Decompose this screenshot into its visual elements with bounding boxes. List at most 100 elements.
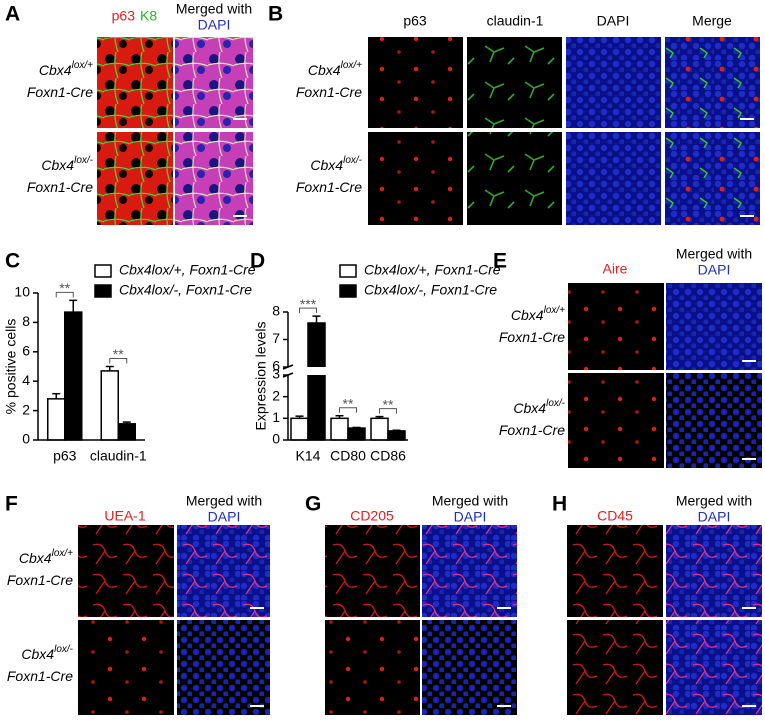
column-header: Merged with xyxy=(676,493,752,509)
micrograph xyxy=(666,620,762,715)
allele: lox/+ xyxy=(72,60,94,71)
driver: Foxn1-Cre xyxy=(27,179,93,195)
y-axis-label: Expression levels xyxy=(253,322,269,431)
significance-label: ** xyxy=(343,395,354,411)
bar xyxy=(387,430,406,441)
error-bar xyxy=(69,299,78,313)
micrograph xyxy=(666,373,762,468)
micrograph xyxy=(567,620,663,715)
column-header: Merged with xyxy=(432,493,508,509)
micrograph xyxy=(665,37,760,128)
error-bar xyxy=(52,392,61,399)
allele: lox/- xyxy=(74,155,94,166)
micrograph xyxy=(175,132,253,225)
legend-swatch xyxy=(339,284,357,298)
column-header: Merged with xyxy=(676,246,752,262)
y-tick-label: 2 xyxy=(22,401,30,417)
legend-swatch xyxy=(339,264,357,278)
micrograph xyxy=(78,525,174,617)
panel-label: A xyxy=(5,3,20,26)
gene: Cbx4 xyxy=(308,62,341,78)
micrograph xyxy=(467,37,562,128)
allele: lox/- xyxy=(54,644,74,655)
error-bar xyxy=(122,421,131,424)
y-axis-label: % positive cells xyxy=(3,319,19,415)
micrograph xyxy=(666,525,762,617)
bar xyxy=(100,370,119,441)
error-bar xyxy=(375,415,384,419)
micrograph xyxy=(177,620,270,715)
micrograph xyxy=(422,525,517,617)
allele: lox/- xyxy=(546,398,566,409)
micrograph xyxy=(566,132,661,225)
driver: Foxn1-Cre xyxy=(7,572,73,588)
column-header: Merged with xyxy=(176,1,252,17)
legend-swatch xyxy=(94,264,112,278)
y-tick-label: 6 xyxy=(22,343,30,359)
axis-break-gap xyxy=(278,367,408,375)
driver: Foxn1-Cre xyxy=(27,84,93,100)
x-tick-label: claudin-1 xyxy=(90,448,147,464)
error-bar xyxy=(312,315,321,323)
legend-label: Cbx4lox/-, Foxn1-Cre xyxy=(119,282,252,298)
x-tick-label: K14 xyxy=(296,448,321,464)
significance-bracket xyxy=(299,307,317,314)
column-header: DAPI xyxy=(208,509,241,525)
column-header: K8 xyxy=(140,8,157,24)
y-tick-label: 8 xyxy=(272,303,280,319)
column-header: UEA-1 xyxy=(104,508,145,524)
column-header: DAPI xyxy=(597,13,630,29)
micrograph xyxy=(97,132,173,225)
row-label: Cbx4lox/+ Foxn1-Cre xyxy=(296,60,362,100)
bar xyxy=(347,427,366,441)
bar xyxy=(330,417,349,441)
significance-bracket xyxy=(109,358,128,364)
micrograph xyxy=(325,620,420,715)
legend-swatch xyxy=(94,284,112,298)
panel-label: H xyxy=(552,493,567,516)
bar xyxy=(64,311,83,441)
micrograph xyxy=(422,620,517,715)
y-tick-label: 4 xyxy=(22,372,30,388)
panel-label: G xyxy=(305,493,321,516)
y-tick-label: 10 xyxy=(14,284,30,300)
column-header: claudin-1 xyxy=(487,13,544,29)
error-bar xyxy=(352,426,361,429)
column-header: DAPI xyxy=(198,17,231,33)
bar xyxy=(307,322,326,441)
y-tick-label: 1 xyxy=(272,409,280,425)
y-tick-label: 6 xyxy=(272,358,280,374)
micrograph xyxy=(666,283,762,370)
gene: Cbx4 xyxy=(513,400,546,416)
y-tick-label: 0 xyxy=(272,431,280,447)
column-header: p63 xyxy=(112,8,136,24)
bar xyxy=(370,417,389,441)
panel-label: C xyxy=(5,250,20,273)
column-header: CD205 xyxy=(350,508,394,524)
bar xyxy=(47,398,66,441)
micrograph xyxy=(665,132,760,225)
row-label: Cbx4lox/- Foxn1-Cre xyxy=(27,155,94,195)
column-header: DAPI xyxy=(698,509,731,525)
micrograph xyxy=(97,37,173,128)
bar xyxy=(117,423,136,441)
allele: lox/- xyxy=(343,155,363,166)
row-label: Cbx4lox/- Foxn1-Cre xyxy=(499,398,566,438)
gene: Cbx4 xyxy=(19,550,52,566)
allele: lox/+ xyxy=(341,60,363,71)
column-header: p63 xyxy=(403,13,427,29)
x-tick-label: CD80 xyxy=(330,448,366,464)
column-header: Merge xyxy=(692,13,732,29)
legend-label: Cbx4lox/-, Foxn1-Cre xyxy=(364,282,497,298)
gene: Cbx4 xyxy=(310,157,343,173)
micrograph xyxy=(568,283,664,370)
gene: Cbx4 xyxy=(511,307,544,323)
micrograph xyxy=(368,37,463,128)
allele: lox/+ xyxy=(52,548,74,559)
column-header: CD45 xyxy=(597,508,633,524)
column-header: Merged with xyxy=(186,493,262,509)
panel-label: D xyxy=(250,250,265,273)
bar xyxy=(290,417,309,441)
column-header: DAPI xyxy=(454,509,487,525)
